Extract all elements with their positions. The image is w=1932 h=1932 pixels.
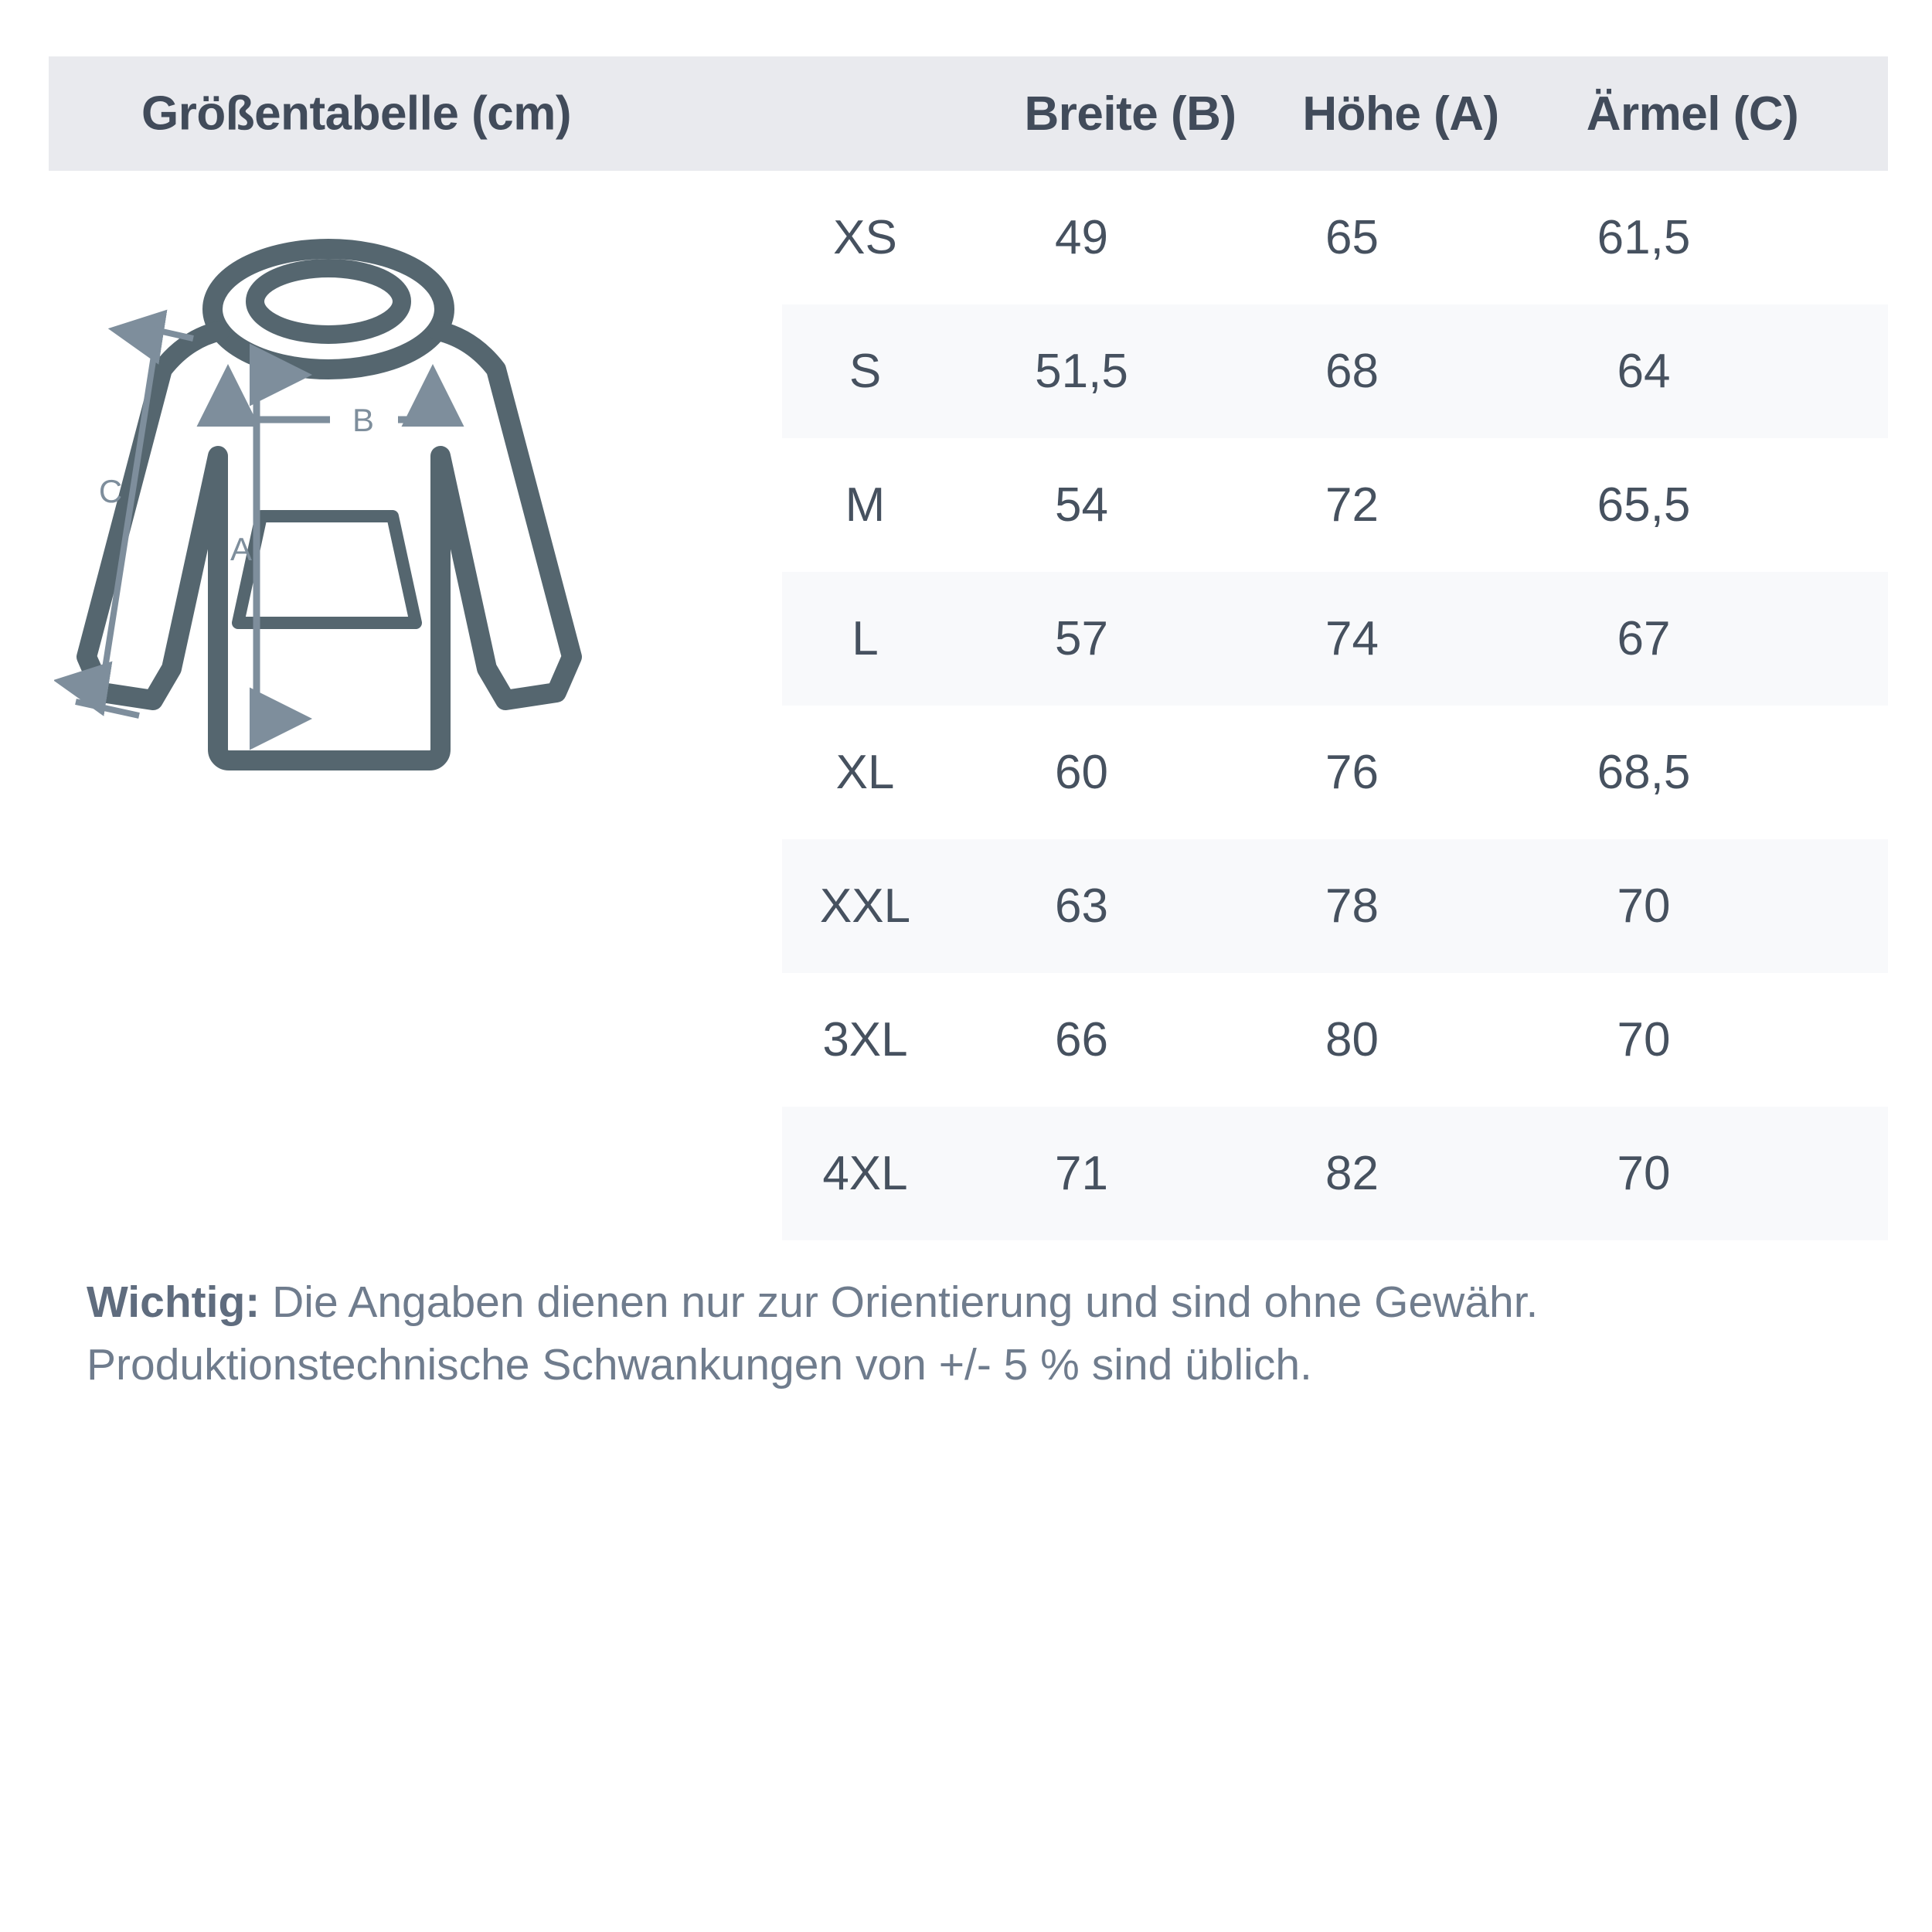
disclaimer-line-2: Produktionstechnische Schwankungen von +… — [87, 1339, 1312, 1389]
cell-breite: 63 — [1055, 879, 1108, 933]
hood-outer-icon — [202, 239, 454, 379]
table-header-band: Größentabelle (cm) Breite (B) Höhe (A) Ä… — [49, 56, 1888, 171]
column-header-hoehe: Höhe (A) — [1302, 87, 1499, 141]
cell-size: 4XL — [822, 1147, 908, 1200]
column-header-breite: Breite (B) — [1024, 87, 1236, 141]
cell-hoehe: 72 — [1325, 478, 1379, 532]
table-row: M 54 72 65,5 — [782, 438, 1888, 572]
column-header-aermel: Ärmel (C) — [1586, 87, 1799, 141]
cell-aermel: 70 — [1617, 1013, 1671, 1066]
table-row: L 57 74 67 — [782, 572, 1888, 706]
cell-breite: 60 — [1055, 746, 1108, 799]
table-row: 3XL 66 80 70 — [782, 973, 1888, 1107]
cell-aermel: 68,5 — [1597, 746, 1691, 799]
cell-size: M — [845, 478, 886, 532]
cell-breite: 57 — [1055, 612, 1108, 665]
cell-aermel: 65,5 — [1597, 478, 1691, 532]
table-row: XXL 63 78 70 — [782, 839, 1888, 973]
kangaroo-pocket-icon — [232, 510, 422, 629]
measure-label-a: A — [230, 531, 252, 567]
cell-aermel: 61,5 — [1597, 211, 1691, 264]
measure-c-cap-bottom — [75, 699, 140, 719]
hoodie-icon — [77, 239, 582, 770]
table-row: 4XL 71 82 70 — [782, 1107, 1888, 1240]
cell-hoehe: 76 — [1325, 746, 1379, 799]
cell-hoehe: 78 — [1325, 879, 1379, 933]
cell-size: XS — [833, 211, 897, 264]
cell-size: XL — [835, 746, 895, 799]
disclaimer-note: Wichtig: Die Angaben dienen nur zur Orie… — [87, 1271, 1864, 1396]
cell-size: XXL — [819, 879, 911, 933]
cell-breite: 51,5 — [1035, 345, 1128, 398]
cell-size: L — [852, 612, 879, 665]
measure-label-b: B — [352, 402, 374, 438]
column-header-row: Breite (B) Höhe (A) Ärmel (C) — [831, 56, 1932, 171]
table-row: XS 49 65 61,5 — [782, 171, 1888, 304]
page-title: Größentabelle (cm) — [141, 87, 572, 141]
cell-size: 3XL — [822, 1013, 908, 1066]
cell-breite: 54 — [1055, 478, 1108, 532]
hoodie-body-icon — [77, 321, 582, 770]
size-table: XS 49 65 61,5 S 51,5 68 64 M 54 72 65,5 … — [782, 171, 1888, 1240]
cell-aermel: 67 — [1617, 612, 1671, 665]
cell-size: S — [849, 345, 882, 398]
cell-breite: 49 — [1055, 211, 1108, 264]
cell-breite: 66 — [1055, 1013, 1108, 1066]
cell-aermel: 70 — [1617, 1147, 1671, 1200]
measurement-arrows — [54, 309, 464, 750]
measure-c-line — [54, 309, 168, 716]
disclaimer-lead: Wichtig: Die Angaben dienen nur zur Orie… — [87, 1277, 1538, 1327]
table-row: XL 60 76 68,5 — [782, 706, 1888, 839]
hood-inner-icon — [246, 259, 411, 344]
disclaimer-line-1: Die Angaben dienen nur zur Orientierung … — [260, 1277, 1539, 1327]
measure-c-cap-top — [131, 321, 194, 342]
cell-hoehe: 68 — [1325, 345, 1379, 398]
cell-hoehe: 80 — [1325, 1013, 1379, 1066]
table-row: S 51,5 68 64 — [782, 304, 1888, 438]
cell-breite: 71 — [1055, 1147, 1108, 1200]
cell-hoehe: 82 — [1325, 1147, 1379, 1200]
cell-aermel: 64 — [1617, 345, 1671, 398]
disclaimer-lead-bold: Wichtig: — [87, 1277, 260, 1327]
cell-aermel: 70 — [1617, 879, 1671, 933]
measure-label-c: C — [99, 473, 122, 509]
cell-hoehe: 65 — [1325, 211, 1379, 264]
cell-hoehe: 74 — [1325, 612, 1379, 665]
hoodie-measurement-diagram: A B C — [54, 224, 773, 866]
